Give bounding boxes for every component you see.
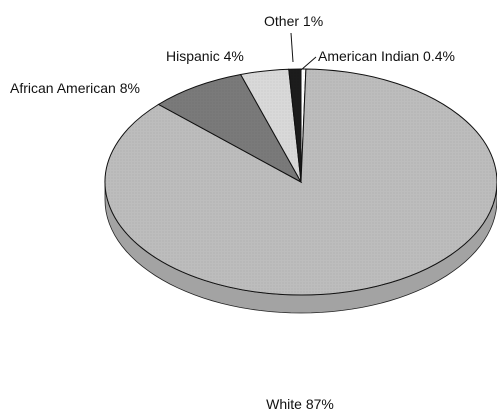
leader-line-other (290, 32, 294, 63)
slice-label-hispanic: Hispanic 4% (166, 48, 244, 64)
slice-texture-hispanic (240, 69, 301, 182)
slice-texture-african-american (158, 74, 301, 182)
slice-label-layer: White 87% African American 8% Hispanic 4% O… (10, 13, 455, 412)
slice-label-african-american: African American 8% (10, 80, 140, 96)
slice-label-american-indian: American Indian 0.4% (318, 48, 455, 64)
leader-line-american-indian (300, 56, 317, 71)
slice-label-other: Other 1% (264, 13, 323, 29)
pie-slice-layer (104, 68, 497, 296)
leader-line-layer (290, 32, 317, 71)
slice-label-white: White 87% (266, 396, 334, 412)
slice-texture-other (288, 69, 301, 182)
